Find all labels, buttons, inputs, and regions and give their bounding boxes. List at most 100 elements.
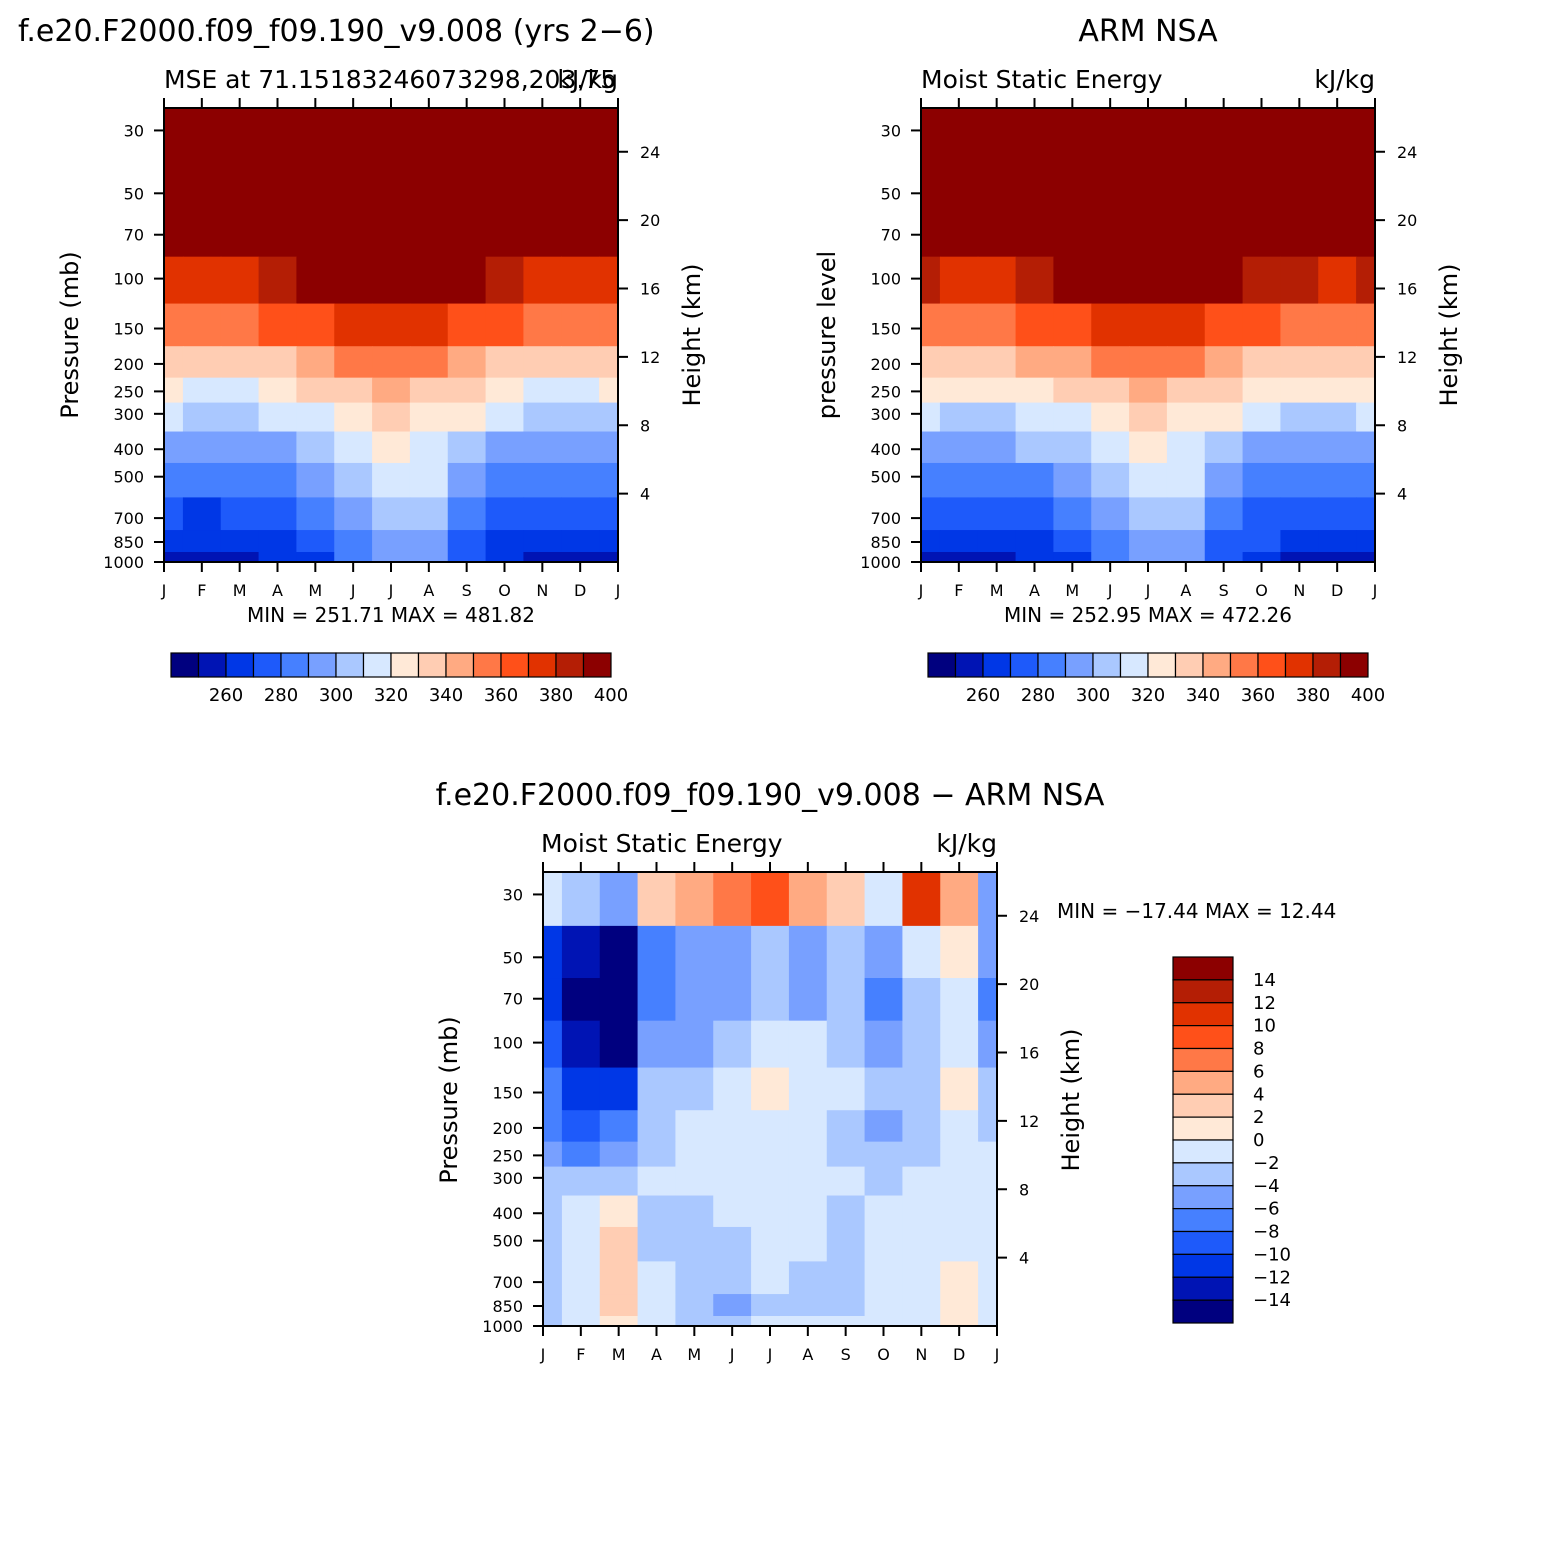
contour-cell xyxy=(599,1110,639,1143)
contour-cell xyxy=(220,161,260,215)
contour-cell xyxy=(220,497,260,531)
contour-cell xyxy=(751,1195,790,1228)
y-tick-label: 200 xyxy=(492,1119,523,1138)
contour-cell xyxy=(334,346,373,379)
contour-cell xyxy=(940,1110,979,1143)
contour-cell xyxy=(675,1226,714,1262)
contour-cell xyxy=(1129,108,1168,163)
y-tick-label: 500 xyxy=(113,468,144,487)
contour-cell xyxy=(447,497,487,531)
x-tick-label: J xyxy=(918,581,924,600)
panel-model-axes: J F M A M J J A S O N D J 30 50 70 100 150 200 250 300 400 500… xyxy=(103,98,660,600)
contour-cell xyxy=(409,462,449,498)
contour-cell xyxy=(447,530,487,553)
y-tick-label: 50 xyxy=(881,184,901,203)
contour-cell xyxy=(1242,346,1282,379)
colorbar-swatch xyxy=(390,652,420,678)
contour-cell xyxy=(561,530,600,553)
contour-cell xyxy=(220,346,260,379)
contour-cell xyxy=(1204,161,1244,215)
y-tick-label: 850 xyxy=(870,533,901,552)
contour-cell xyxy=(978,1020,997,1069)
contour-cell xyxy=(939,462,979,498)
contour-cell xyxy=(751,978,790,1022)
colorbar-swatch xyxy=(1172,1276,1234,1301)
contour-cell xyxy=(220,551,260,562)
contour-cell xyxy=(1318,346,1357,379)
contour-cell xyxy=(543,872,563,927)
x-tick-label: D xyxy=(953,1345,965,1364)
colorbar-label: 300 xyxy=(319,685,353,706)
contour-cell xyxy=(978,1261,997,1295)
right-tick-label: 8 xyxy=(1397,416,1407,435)
contour-cell xyxy=(675,1294,714,1317)
colorbar-swatch xyxy=(1284,652,1314,678)
contour-cell xyxy=(1318,108,1357,163)
contour-cell xyxy=(372,256,411,305)
contour-cell xyxy=(826,1067,866,1111)
colorbar-swatch xyxy=(1064,652,1094,678)
colorbar-label: 320 xyxy=(374,685,408,706)
right-tick-label: 4 xyxy=(1397,485,1407,504)
colorbar-swatch xyxy=(1312,652,1342,678)
contour-cell xyxy=(940,1141,979,1168)
contour-cell xyxy=(1318,462,1357,498)
contour-cell xyxy=(675,1195,714,1228)
contour-cell xyxy=(1280,551,1319,562)
contour-cell xyxy=(409,161,449,215)
contour-cell xyxy=(182,214,222,258)
x-tick-label: O xyxy=(1255,581,1268,600)
contour-cell xyxy=(258,346,298,379)
contour-cell xyxy=(713,1067,752,1111)
contour-cell xyxy=(164,530,184,553)
x-tick-label: M xyxy=(1065,581,1079,600)
x-tick-label: F xyxy=(576,1345,585,1364)
contour-cell xyxy=(543,1020,563,1069)
contour-cell xyxy=(1204,462,1244,498)
contour-cell xyxy=(1129,214,1168,258)
contour-cell xyxy=(788,1226,828,1262)
contour-cell xyxy=(977,402,1017,433)
contour-cell xyxy=(561,1110,601,1143)
x-tick-label: D xyxy=(574,581,586,600)
contour-cell xyxy=(561,925,601,979)
contour-cell xyxy=(523,530,562,553)
contour-cell xyxy=(485,303,525,347)
contour-cell xyxy=(1318,551,1357,562)
contour-cell xyxy=(409,303,449,347)
panel-obs-minmax: MIN = 252.95 MAX = 472.26 xyxy=(1004,603,1292,627)
contour-cell xyxy=(599,462,618,498)
contour-cell xyxy=(713,1226,752,1262)
contour-cell xyxy=(1015,402,1055,433)
contour-cell xyxy=(713,1261,752,1295)
contour-cell xyxy=(561,1261,601,1295)
contour-cell xyxy=(447,551,487,562)
contour-cell xyxy=(485,497,525,531)
colorbar-swatch xyxy=(197,652,227,678)
colorbar-swatch xyxy=(1172,979,1234,1004)
contour-cell xyxy=(751,1261,790,1295)
contour-cell xyxy=(1053,214,1092,258)
contour-cell xyxy=(902,1110,941,1143)
contour-cell xyxy=(939,497,979,531)
y-tick-label: 50 xyxy=(124,184,144,203)
x-tick-label: S xyxy=(462,581,472,600)
top-right-figure-title: ARM NSA xyxy=(1078,14,1218,49)
contour-cell xyxy=(1091,256,1130,305)
contour-cell xyxy=(1015,462,1055,498)
contour-cell xyxy=(1053,551,1092,562)
contour-cell xyxy=(1242,377,1282,404)
contour-cell xyxy=(599,1315,639,1326)
contour-cell xyxy=(1091,431,1130,464)
contour-cell xyxy=(561,256,600,305)
contour-cell xyxy=(334,530,373,553)
contour-cell xyxy=(864,1261,904,1295)
contour-cell xyxy=(1242,431,1282,464)
contour-cell xyxy=(864,1141,904,1168)
contour-cell xyxy=(826,1195,866,1228)
contour-cell xyxy=(940,1261,979,1295)
contour-cell xyxy=(1091,108,1130,163)
contour-cell xyxy=(713,1315,752,1326)
contour-cell xyxy=(182,402,222,433)
contour-cell xyxy=(902,1294,941,1317)
